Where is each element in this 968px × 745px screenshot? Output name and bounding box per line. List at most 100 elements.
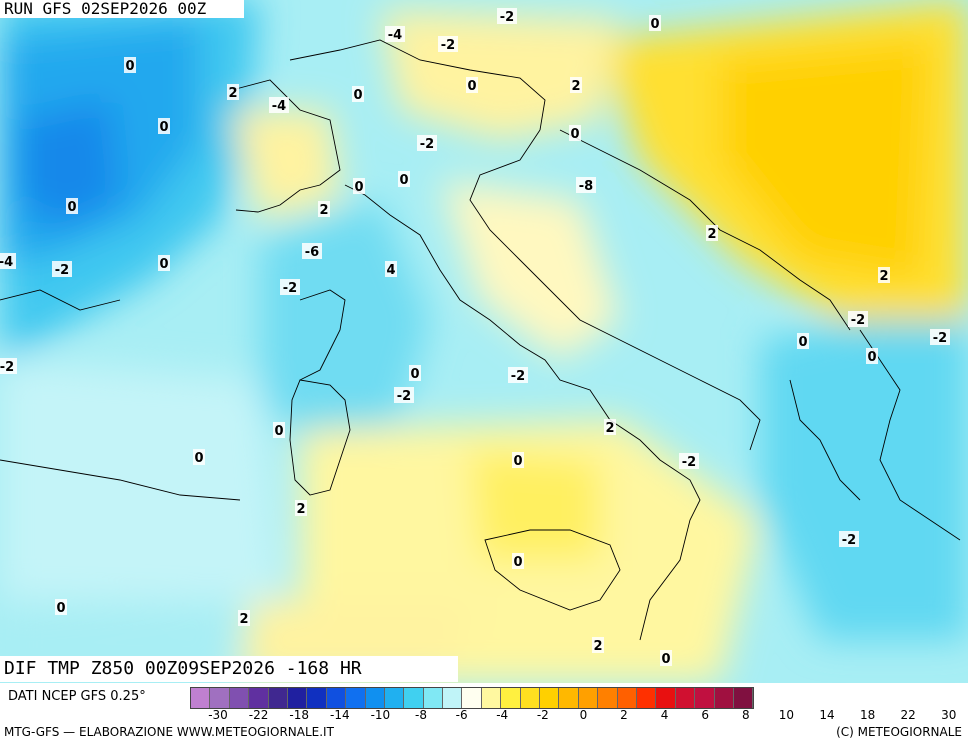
colorbar-ticks: -30 -22 -18 -14 -10 -8 -6 -4 -2 0 2 4 6 8 10 14 18 22 30 (190, 708, 968, 726)
contour-label-bg (302, 243, 322, 259)
contour-label-bg (848, 311, 868, 327)
colorbar-tick-label: 18 (859, 708, 876, 722)
colorbar-cell (733, 688, 754, 708)
contour-label: -2 (842, 533, 856, 548)
colorbar-tick-label: -18 (289, 708, 309, 722)
contour-label-bg (158, 255, 170, 271)
colorbar-tick-label: 10 (778, 708, 795, 722)
contour-label: 0 (513, 454, 522, 469)
contour-label-bg (417, 135, 437, 151)
contour-label-bg (679, 453, 699, 469)
contour-label: 0 (650, 17, 659, 32)
credit-label: MTG-GFS — ELABORAZIONE WWW.METEOGIORNALE… (4, 725, 334, 739)
contour-label-bg (866, 348, 878, 364)
colorbar-cell (559, 688, 579, 708)
colorbar-cell (501, 688, 521, 708)
contour-label: 0 (513, 555, 522, 570)
contour-label: 2 (228, 86, 237, 101)
anomaly-field (0, 0, 968, 683)
contour-label: 0 (867, 350, 876, 365)
colorbar-cell (617, 688, 637, 708)
contour-label: -4 (388, 28, 402, 43)
contour-label-bg (0, 253, 16, 269)
map-canvas: -2 0 -4 -2 0 0 2 2 -4 0 0 0 -2 0 0 -8 0 2 2 -6 -4 -2 0 4 -2 2 -2 0 -… (0, 0, 968, 683)
contour-label-bg (66, 198, 78, 214)
data-source-label: DATI NCEP GFS 0.25° (8, 689, 146, 704)
contour-label-bg (398, 171, 410, 187)
contour-label: 0 (354, 180, 363, 195)
contour-label: 2 (707, 227, 716, 242)
colorbar-cell (695, 688, 715, 708)
contour-label: -8 (579, 179, 593, 194)
colorbar-cell (578, 688, 599, 708)
contour-label: -2 (55, 263, 69, 278)
contour-label: -6 (305, 245, 319, 260)
contour-labels: -2 0 -4 -2 0 0 2 2 -4 0 0 0 -2 0 0 -8 0 2 2 -6 -4 -2 0 4 -2 2 -2 0 -… (0, 8, 950, 667)
contour-label: 0 (67, 200, 76, 215)
colorbar-cell (443, 688, 463, 708)
colorbar-tick-label: 6 (701, 708, 710, 722)
contour-label: 2 (319, 203, 328, 218)
contour-label: -2 (0, 360, 14, 375)
colorbar-tick-label: 30 (941, 708, 957, 722)
contour-label-bg (569, 125, 581, 141)
contour-label-bg (0, 358, 17, 374)
contour-label-bg (273, 422, 285, 438)
colorbar-cell (384, 688, 405, 708)
contour-label-bg (295, 500, 307, 516)
legend: DATI NCEP GFS 0.25° -30 -22 -18 -14 -10 -8 -6-… (0, 683, 968, 745)
colorbar-cell (326, 688, 347, 708)
contour-label: 2 (605, 421, 614, 436)
run-label: RUN GFS 02SEP2026 00Z (0, 0, 245, 18)
contour-label: 0 (410, 367, 419, 382)
contour-label-bg (394, 387, 414, 403)
contour-label: 0 (125, 59, 134, 74)
colorbar-cell (462, 688, 482, 708)
contour-label-bg (570, 77, 582, 93)
colorbar-cell (307, 688, 327, 708)
contour-label-bg (706, 225, 718, 241)
colorbar-tick-label: -10 (370, 708, 391, 722)
colorbar-cell (249, 688, 269, 708)
colorbar-tick-label: -4 (496, 708, 509, 722)
contour-label: 2 (296, 502, 305, 517)
colorbar-tick-label: 22 (900, 708, 916, 722)
contour-label-bg (238, 610, 250, 626)
contour-label: 4 (386, 263, 395, 278)
colorbar-tick-label: -6 (455, 708, 468, 722)
colorbar-cell (520, 688, 541, 708)
contour-label: 0 (399, 173, 408, 188)
colorbar-tick-label: -8 (415, 708, 427, 722)
contour-label: 0 (274, 424, 283, 439)
colorbar-cell (287, 688, 308, 708)
contour-label: 0 (56, 601, 65, 616)
colorbar-tick-label: 0 (579, 708, 588, 722)
contour-label: 2 (593, 639, 602, 654)
colorbar-cell (268, 688, 288, 708)
contour-label: 0 (159, 257, 168, 272)
colorbar-cell (210, 688, 230, 708)
contour-label: 0 (353, 88, 362, 103)
copyright-label: (C) METEOGIORNALE (836, 725, 962, 739)
contour-label: 0 (159, 120, 168, 135)
contour-label-bg (158, 118, 170, 134)
contour-label-bg (352, 86, 364, 102)
contour-label-bg (497, 8, 517, 24)
contour-label-bg (409, 365, 421, 381)
contour-label-bg (280, 279, 300, 295)
colorbar-cell (598, 688, 618, 708)
contour-label: 0 (661, 652, 670, 667)
contour-label: -2 (441, 38, 455, 53)
contour-label: 2 (879, 269, 888, 284)
contour-label-bg (512, 452, 524, 468)
contour-label: -2 (397, 389, 411, 404)
contour-label: 0 (467, 79, 476, 94)
colorbar-tick-label: -22 (248, 708, 269, 722)
contour-label: 2 (571, 79, 580, 94)
colorbar-cell (191, 688, 211, 708)
contour-label-bg (512, 553, 524, 569)
contour-label-bg (193, 449, 205, 465)
contour-label-bg (353, 178, 365, 194)
colorbar-cell (675, 688, 696, 708)
contour-label-bg (269, 97, 289, 113)
